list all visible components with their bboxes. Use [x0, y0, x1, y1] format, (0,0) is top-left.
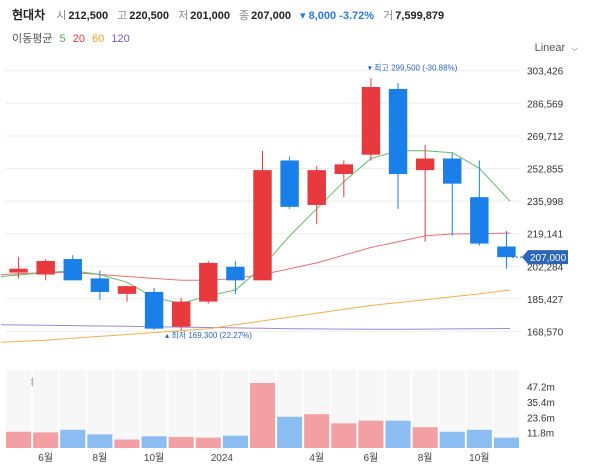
candle-body — [63, 259, 82, 281]
ma60-label: 60 — [92, 33, 105, 45]
volume-bar — [6, 431, 32, 448]
volume-bar — [277, 416, 303, 448]
volume-bar — [493, 437, 519, 448]
change-percent: -3.72% — [339, 10, 375, 22]
scale-selector[interactable]: Linear ⌵ — [535, 42, 578, 54]
close-label: 종 — [239, 10, 250, 22]
ma120-line — [0, 324, 511, 330]
ma20-label: 20 — [72, 33, 85, 45]
stock-header: 현대차 시 212,500 고 220,500 저 201,000 종 207,000 … — [12, 6, 450, 24]
volume-bar — [249, 383, 276, 448]
candle-body — [117, 286, 137, 294]
price-tick-label: 252,855 — [527, 164, 564, 175]
moving-average-label: 이동평균 — [12, 33, 53, 45]
volume-column-bg — [114, 370, 140, 448]
open-label: 시 — [56, 10, 67, 22]
volume-bar — [331, 423, 357, 448]
ma5-label: 5 — [59, 33, 66, 45]
low-label: 저 — [178, 10, 189, 22]
volume-bar — [385, 420, 411, 448]
price-tick-label: 168,570 — [527, 327, 564, 338]
x-axis-label: 10월 — [144, 452, 164, 464]
volume-tick-label: 47.2m — [527, 383, 555, 394]
price-tick-label: 235,998 — [527, 197, 564, 208]
candle-body — [253, 170, 272, 281]
x-axis-label: 4월 — [309, 452, 324, 464]
chevron-down-icon: ⌵ — [571, 43, 578, 53]
open-value: 212,500 — [68, 10, 109, 22]
candle-body — [470, 197, 489, 244]
volume-bar — [358, 420, 384, 448]
volume-bar — [60, 429, 86, 448]
candle-body — [144, 291, 164, 329]
candle-body — [361, 87, 381, 155]
ma120-label: 120 — [111, 33, 130, 45]
current-price-badge — [522, 250, 568, 265]
candle-body — [9, 268, 28, 273]
volume-column-bg — [195, 370, 221, 448]
candle-body — [443, 158, 462, 184]
volume-bar — [141, 436, 167, 448]
price-tick-label: 202,284 — [527, 262, 564, 273]
candle-body — [226, 266, 245, 281]
volume-bar — [114, 439, 140, 448]
volume-bar — [33, 432, 59, 448]
volume-value: 7,599,879 — [395, 10, 445, 22]
change-value: ▾ 8,000 — [300, 10, 337, 22]
volume-bar — [439, 431, 465, 448]
high-annotation: ▾ 최고 299,500 (-30.88%) — [368, 62, 458, 72]
candle-body — [171, 301, 191, 327]
volume-bar — [466, 429, 492, 448]
price-tick-label: 269,712 — [527, 132, 564, 143]
x-axis-label: 8월 — [418, 452, 433, 464]
stock-name: 현대차 — [12, 8, 46, 22]
ma60-line — [0, 289, 511, 343]
volume-bar — [87, 434, 113, 448]
candle-body — [415, 158, 435, 171]
candle-body — [90, 278, 110, 292]
volume-tick-label: 11.8m — [527, 429, 554, 440]
x-axis-label: 6월 — [364, 452, 379, 464]
price-tick-label: 303,426 — [527, 67, 564, 78]
low-annotation: ▴ 최저 169,300 (22.27%) — [165, 330, 252, 340]
volume-label: 거 — [383, 10, 394, 22]
volume-bar — [412, 427, 438, 448]
volume-column-bg — [222, 370, 248, 448]
volume-bar — [304, 414, 330, 448]
volume-bar — [222, 435, 248, 448]
candle-body — [199, 262, 218, 302]
volume-title: 거래량 — [18, 378, 46, 389]
x-axis-label: 6월 — [38, 452, 53, 464]
price-tick-label: 286,569 — [527, 99, 564, 110]
candle-body — [36, 261, 55, 275]
volume-tick-label: 23.6m — [527, 413, 555, 424]
volume-bar — [168, 436, 194, 448]
price-tick-label: 185,427 — [527, 295, 564, 306]
high-value: 220,500 — [129, 10, 170, 22]
scale-label: Linear — [534, 42, 566, 54]
price-tick-label: 219,141 — [527, 230, 564, 241]
volume-bar — [195, 437, 221, 448]
low-value: 201,000 — [190, 10, 230, 22]
high-label: 고 — [117, 10, 128, 22]
moving-average-legend[interactable]: 이동평균 5 20 60 120 — [12, 30, 134, 46]
volume-column-bg — [493, 370, 519, 448]
candle-body — [334, 164, 354, 174]
x-axis-label: 2024 — [211, 453, 234, 464]
candle-body — [388, 88, 408, 174]
current-price-label: 207,000 — [530, 253, 567, 264]
volume-column-bg — [141, 370, 167, 448]
x-axis-label: 10월 — [469, 452, 489, 464]
candle-body — [307, 170, 326, 205]
close-value: 207,000 — [251, 10, 291, 22]
volume-column-bg — [168, 370, 194, 448]
candle-body — [497, 246, 516, 258]
candle-body — [280, 160, 299, 207]
x-axis-label: 8월 — [92, 452, 107, 464]
volume-tick-label: 35.4m — [527, 398, 555, 409]
